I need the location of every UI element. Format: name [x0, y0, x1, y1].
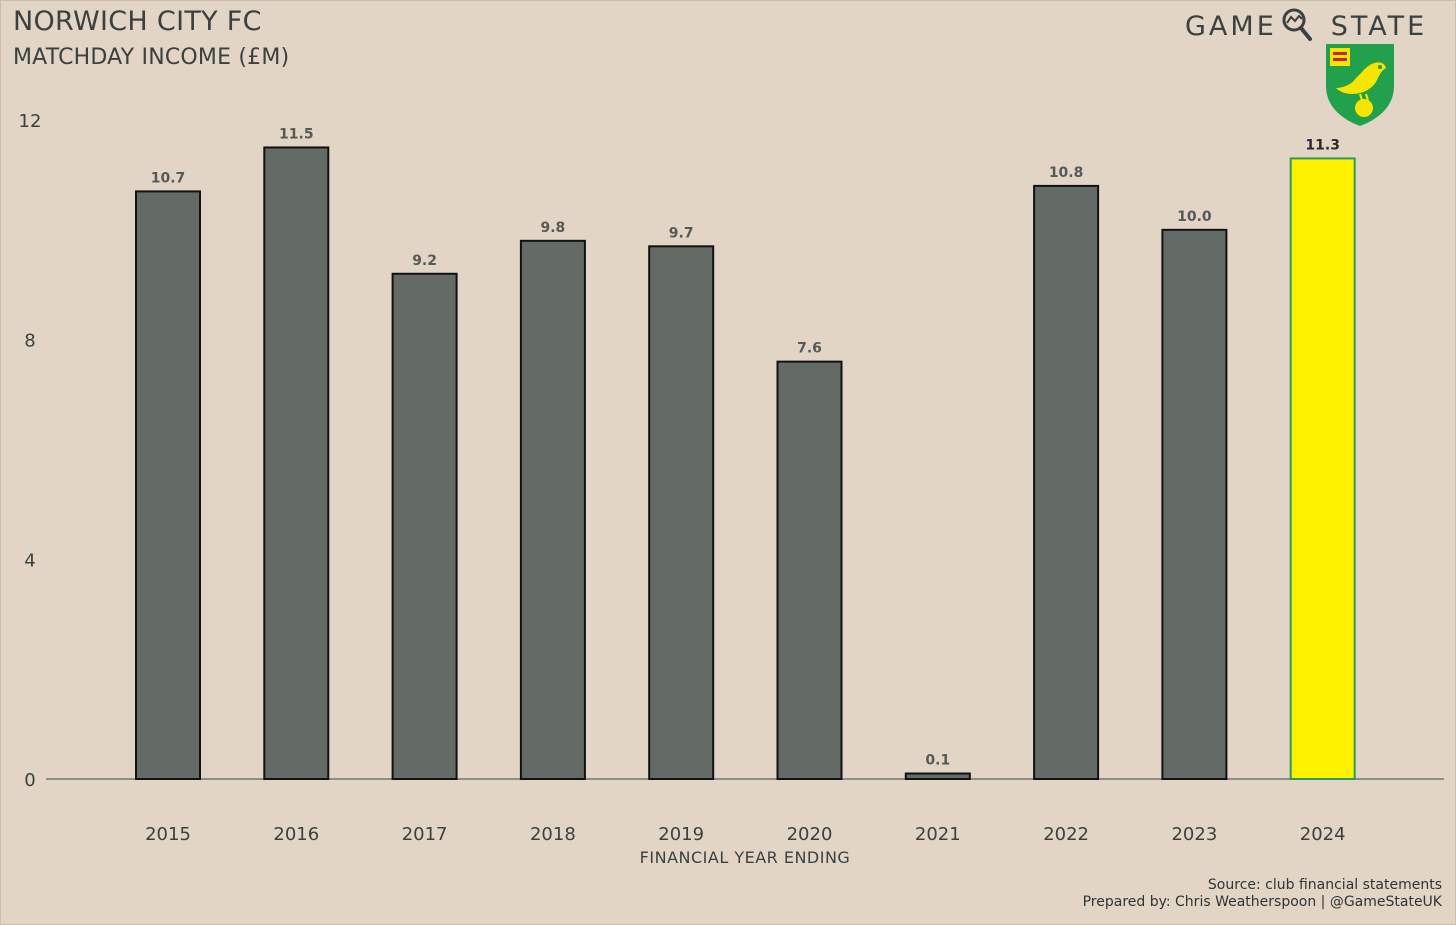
bar: [135, 190, 201, 780]
x-tick-label: 2023: [1171, 824, 1217, 845]
bar-value-label: 11.5: [279, 126, 314, 142]
bars: [135, 146, 1356, 781]
norwich-crest-logo: [1326, 44, 1394, 126]
bar-value-label: 11.3: [1305, 137, 1340, 153]
magnifier-icon: [1282, 8, 1312, 41]
source-note: Source: club financial statements: [1207, 877, 1442, 893]
bar: [776, 360, 843, 780]
x-tick-labels: 2015 2016 2017 2018 2019 2020 2021 2022 2023 2024: [145, 824, 1346, 845]
bar-value-label: 10.8: [1049, 165, 1084, 181]
bar: [648, 245, 715, 780]
x-tick-label: 2016: [273, 824, 319, 845]
bar: [263, 146, 330, 781]
bar: [1289, 157, 1356, 781]
x-tick-label: 2020: [787, 824, 833, 845]
bar-value-label: 9.8: [540, 220, 565, 236]
x-tick-label: 2019: [658, 824, 704, 845]
bar: [1161, 228, 1228, 781]
brand-logo: GAME STATE: [1185, 8, 1427, 44]
bar-value-label: 7.6: [797, 341, 822, 357]
bar-value-label: 9.2: [412, 253, 437, 269]
prepared-by-note: Prepared by: Chris Weatherspoon | @GameS…: [1082, 894, 1442, 910]
x-tick-label: 2024: [1300, 824, 1346, 845]
x-tick-label: 2018: [530, 824, 576, 845]
bar: [391, 272, 458, 780]
brand-word-right: STATE: [1330, 10, 1428, 42]
bar: [519, 239, 586, 781]
y-tick-labels: 0 4 8 12: [19, 111, 42, 791]
y-tick-label: 4: [24, 550, 35, 571]
brand-word-left: GAME: [1185, 10, 1277, 42]
y-tick-label: 8: [24, 331, 35, 352]
x-tick-label: 2021: [915, 824, 961, 845]
chart-subtitle: MATCHDAY INCOME (£M): [13, 45, 290, 70]
y-tick-label: 0: [24, 770, 35, 791]
bar: [1033, 184, 1100, 780]
bar: [904, 772, 971, 781]
x-tick-label: 2015: [145, 824, 191, 845]
x-tick-label: 2017: [402, 824, 448, 845]
y-tick-label: 12: [19, 111, 42, 132]
bar-value-label: 0.1: [925, 753, 950, 769]
x-tick-label: 2022: [1043, 824, 1089, 845]
bar-value-label: 10.7: [151, 170, 186, 186]
chart-title: NORWICH CITY FC: [13, 6, 262, 37]
value-labels: 10.7 11.5 9.2 9.8 9.7 7.6 0.1 10.8 10.0 11.3: [151, 126, 1340, 768]
x-axis-label: FINANCIAL YEAR ENDING: [640, 848, 851, 867]
bar-value-label: 10.0: [1177, 209, 1212, 225]
bar-value-label: 9.7: [669, 225, 694, 241]
